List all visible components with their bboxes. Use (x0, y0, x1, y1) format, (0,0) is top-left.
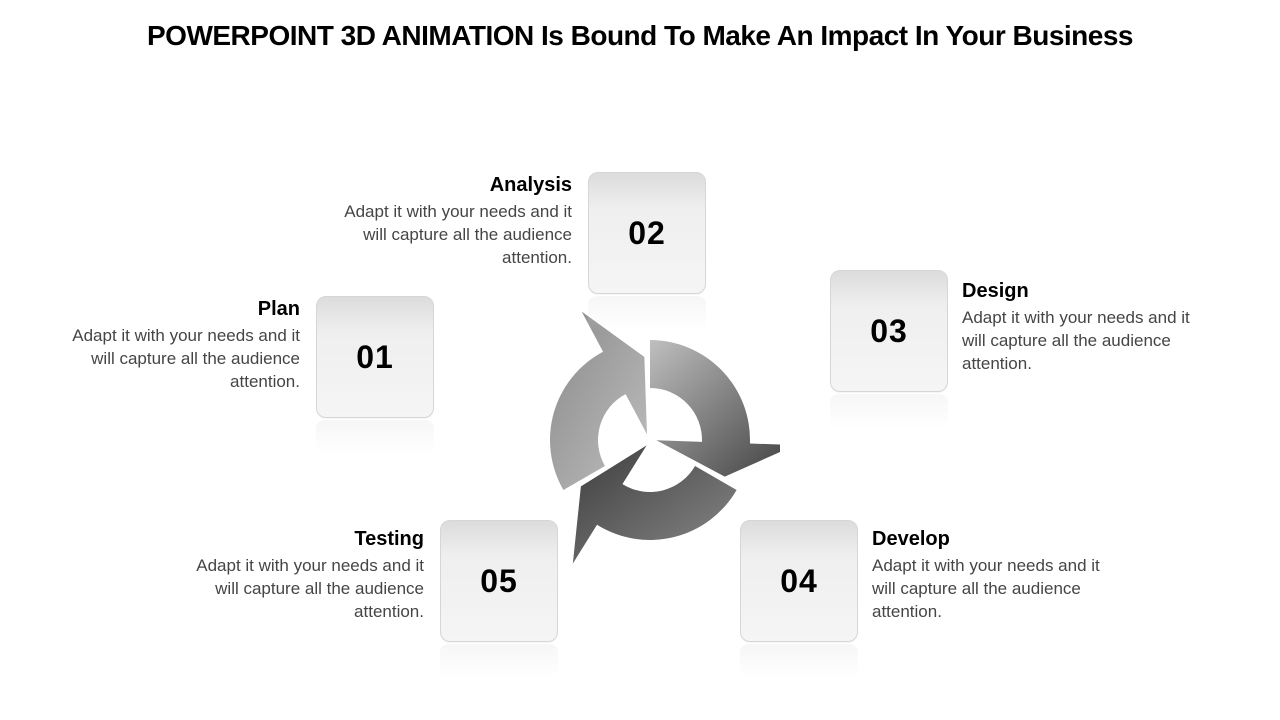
item-body: Adapt it with your needs and it will cap… (50, 325, 300, 394)
card-reflection (440, 644, 558, 679)
slide-title: POWERPOINT 3D ANIMATION Is Bound To Make… (0, 20, 1280, 52)
slide: POWERPOINT 3D ANIMATION Is Bound To Make… (0, 0, 1280, 720)
card-plan: 01 (316, 296, 434, 418)
item-heading: Design (962, 280, 1212, 303)
item-body: Adapt it with your needs and it will cap… (962, 307, 1212, 376)
diagram-stage: 01 Plan Adapt it with your needs and it wi… (0, 80, 1280, 720)
card-reflection (830, 394, 948, 429)
card-develop: 04 (740, 520, 858, 642)
card-analysis: 02 (588, 172, 706, 294)
text-design: Design Adapt it with your needs and it wi… (962, 280, 1212, 376)
item-heading: Testing (174, 528, 424, 551)
text-analysis: Analysis Adapt it with your needs and it … (322, 174, 572, 270)
item-body: Adapt it with your needs and it will cap… (174, 555, 424, 624)
item-heading: Develop (872, 528, 1122, 551)
item-heading: Plan (50, 298, 300, 321)
text-develop: Develop Adapt it with your needs and it w… (872, 528, 1122, 624)
card-reflection (316, 420, 434, 455)
card-design: 03 (830, 270, 948, 392)
card-number: 05 (480, 563, 518, 600)
card-reflection (740, 644, 858, 679)
text-testing: Testing Adapt it with your needs and it w… (174, 528, 424, 624)
card-number: 04 (780, 563, 818, 600)
card-number: 02 (628, 215, 666, 252)
item-heading: Analysis (322, 174, 572, 197)
item-body: Adapt it with your needs and it will cap… (322, 201, 572, 270)
card-testing: 05 (440, 520, 558, 642)
card-number: 01 (356, 339, 394, 376)
text-plan: Plan Adapt it with your needs and it will… (50, 298, 300, 394)
item-body: Adapt it with your needs and it will cap… (872, 555, 1122, 624)
card-number: 03 (870, 313, 908, 350)
